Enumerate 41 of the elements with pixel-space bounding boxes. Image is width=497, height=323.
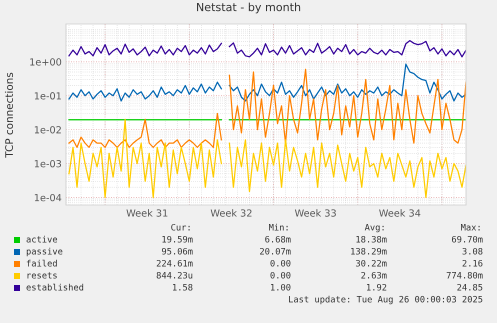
y-tick-label: 1e-03 [34,160,62,168]
y-axis-title: TCP connections [4,72,14,158]
text: 95.06m [162,248,193,255]
legend-label: established [26,284,84,291]
text: 19.59m [162,236,193,243]
text: 0.00 [270,260,290,267]
text: Last update: Tue Aug 26 00:00:03 2025 [289,296,482,304]
text: 0.00 [270,272,290,279]
text: Avg: [364,224,384,232]
x-tick-label: Week 33 [294,209,336,217]
legend-label: active [26,236,58,243]
text: Cur: [171,224,190,231]
text: 138.29m [351,248,387,255]
text: 18.38m [356,236,387,243]
text: 1.58 [172,284,192,291]
legend-label: failed [26,260,57,267]
x-tick-label: Week 34 [379,209,420,217]
text: Min: [269,224,288,230]
text: 6.68m [265,236,291,243]
text: 3.08 [462,248,482,255]
y-tick-label: 1e+00 [30,58,62,66]
chart-title: Netstat - by month [197,2,300,14]
text: 30.22m [356,260,387,267]
text: 69.70m [452,236,483,243]
legend-label: passive [26,248,62,256]
text: 1.00 [270,284,290,291]
text: 844.23u [156,272,192,279]
text: 20.07m [260,248,291,255]
text: 1.92 [366,284,386,291]
legend-label: resets [28,272,57,279]
text: 774.80m [446,272,483,279]
text: 2.16 [462,260,482,267]
x-tick-label: Week 32 [210,209,252,217]
text: Max: [461,224,480,231]
text: 24.85 [457,284,482,291]
text: 224.61m [156,260,193,267]
y-tick-label: 1e-01 [34,92,61,100]
text: 2.63m [361,272,387,279]
x-tick-label: Week 31 [126,209,168,217]
y-tick-label: 1e-04 [34,194,62,202]
y-tick-label: 1e-02 [34,126,61,134]
